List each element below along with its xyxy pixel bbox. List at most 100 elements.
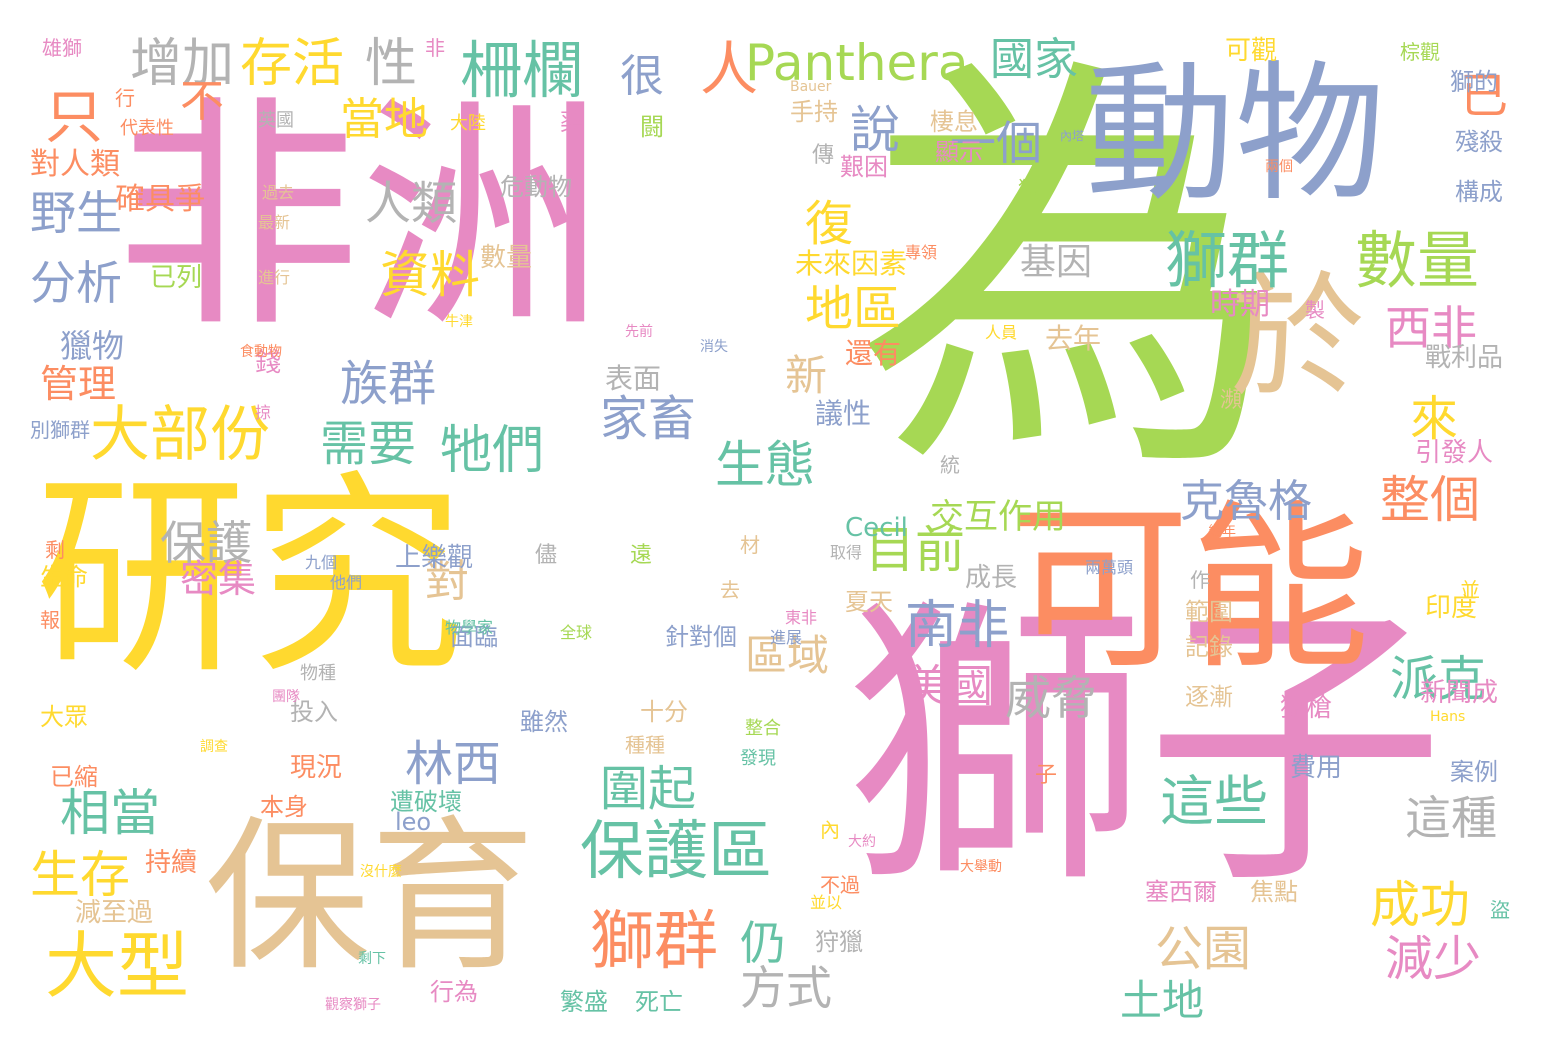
cloud-word: 整個 — [1380, 471, 1480, 529]
cloud-word: 狩獵 — [815, 928, 863, 956]
cloud-word: 人類 — [365, 176, 457, 230]
cloud-word: Bauer — [790, 79, 832, 95]
cloud-word: 大眾 — [40, 703, 88, 731]
cloud-word: 已縮 — [50, 763, 98, 791]
cloud-word: 上樂觀 — [395, 543, 474, 573]
cloud-word: 取得 — [830, 543, 863, 562]
cloud-word: 並 — [1460, 578, 1480, 602]
cloud-word: 棲息 — [930, 108, 978, 136]
cloud-word: 密集 — [180, 557, 257, 601]
cloud-word: 掠 — [255, 403, 272, 422]
cloud-word: 戰利品 — [1425, 343, 1504, 373]
cloud-word: 增加 — [130, 34, 235, 94]
cloud-word: 剩 — [45, 538, 65, 562]
cloud-word: 英國 — [258, 110, 294, 131]
cloud-word: 繁盛 — [560, 988, 608, 1016]
cloud-word: 野生 — [30, 186, 122, 240]
cloud-word: 家畜 — [600, 391, 697, 447]
cloud-word: 內塔 — [1060, 129, 1085, 143]
cloud-word: 資料 — [380, 246, 480, 304]
cloud-word: 殘殺 — [1455, 128, 1503, 156]
cloud-word: 引發人 — [1415, 438, 1494, 468]
cloud-word: 發現 — [740, 748, 776, 769]
cloud-word: 手持 — [790, 98, 838, 126]
cloud-word: 進展 — [770, 628, 803, 647]
cloud-word: 復 — [805, 196, 854, 252]
cloud-word: 報 — [40, 608, 60, 632]
cloud-word: 時期 — [1210, 287, 1270, 322]
cloud-word: leo — [395, 808, 432, 836]
cloud-word: Cecil — [845, 513, 908, 543]
cloud-word: 族群 — [340, 356, 437, 412]
cloud-word: 沒什麼 — [360, 864, 402, 880]
cloud-word: 獅的 — [1450, 68, 1498, 96]
cloud-word: 獅子 — [845, 575, 1445, 924]
cloud-word: 統 — [940, 453, 960, 477]
cloud-word: 公園 — [1155, 921, 1252, 977]
cloud-word: 一個 — [950, 116, 1042, 170]
cloud-word: 傳 — [812, 143, 835, 168]
cloud-word: 新聞成 — [1420, 678, 1499, 708]
cloud-word: 數量 — [1355, 224, 1480, 297]
cloud-word: 消失 — [700, 339, 728, 355]
cloud-word: 幾年 — [1208, 524, 1236, 540]
cloud-word: 費用 — [1290, 753, 1343, 783]
cloud-word: 林西 — [405, 736, 502, 792]
cloud-word: 十分 — [640, 698, 688, 726]
cloud-word: 子 — [1035, 763, 1058, 788]
cloud-word: 交互作用 — [930, 497, 1066, 537]
cloud-word: 數量 — [480, 243, 533, 273]
cloud-word: 儘 — [535, 543, 558, 568]
cloud-word: 生存 — [30, 846, 130, 904]
cloud-word: 牠們 — [440, 421, 545, 481]
cloud-word: 遭破壞 — [390, 788, 462, 816]
cloud-word: 已列 — [150, 263, 203, 293]
cloud-word: 夏天 — [845, 588, 893, 616]
cloud-word: 克魯格 — [1180, 476, 1312, 527]
cloud-word: 行為 — [430, 978, 478, 1006]
cloud-word: 食動物 — [240, 344, 282, 360]
cloud-word: 美國 — [905, 661, 993, 712]
cloud-word: 製 — [1305, 298, 1325, 322]
cloud-word: 於 — [1230, 259, 1365, 416]
cloud-word: 棕觀 — [1400, 40, 1440, 64]
cloud-word: 種種 — [625, 733, 665, 757]
cloud-word: 瀕 — [1220, 388, 1243, 413]
cloud-word: 大約 — [848, 834, 876, 850]
cloud-word: 非 — [425, 36, 445, 60]
cloud-word: 當地 — [340, 94, 428, 145]
cloud-word: 獅群 — [590, 905, 718, 979]
cloud-word: 獅群 — [1165, 224, 1290, 297]
cloud-word: 需要 — [320, 416, 417, 472]
cloud-word: 作 — [1190, 568, 1210, 592]
cloud-word: 死亡 — [635, 988, 683, 1016]
cloud-word: 對人類 — [30, 147, 120, 182]
cloud-word: 獵 — [1018, 178, 1041, 203]
cloud-word: 成功 — [1370, 876, 1470, 934]
cloud-word: 團隊 — [272, 689, 300, 705]
cloud-word: 生態 — [715, 436, 815, 494]
cloud-word: 保護區 — [580, 815, 772, 889]
cloud-word: 威脅 — [1005, 671, 1097, 725]
cloud-word: 人 — [700, 35, 759, 103]
cloud-word: 不 — [180, 76, 224, 127]
cloud-word: 針對個 — [665, 623, 737, 651]
cloud-word: 大型 — [45, 924, 190, 1008]
cloud-word: 塞西爾 — [1145, 878, 1217, 906]
cloud-word: 確具爭 — [115, 182, 205, 217]
cloud-word: 物種 — [300, 663, 336, 684]
cloud-word: 性 — [365, 34, 418, 94]
cloud-word: 印度 — [1425, 593, 1478, 623]
cloud-word: 大部份 — [90, 400, 270, 470]
cloud-word: 保護 — [160, 516, 252, 570]
cloud-word: 已 — [1451, 70, 1507, 118]
cloud-word: 新 — [785, 351, 828, 400]
cloud-word: 遠 — [630, 543, 653, 568]
cloud-word: 相當 — [60, 784, 160, 842]
cloud-word: 分析 — [30, 256, 122, 310]
cloud-word: 減至過 — [75, 898, 154, 928]
cloud-word: 目前 — [865, 521, 965, 579]
cloud-word: 盜 — [1490, 898, 1510, 922]
cloud-word: 九個 — [305, 553, 338, 572]
cloud-word: Hans — [1430, 709, 1466, 725]
